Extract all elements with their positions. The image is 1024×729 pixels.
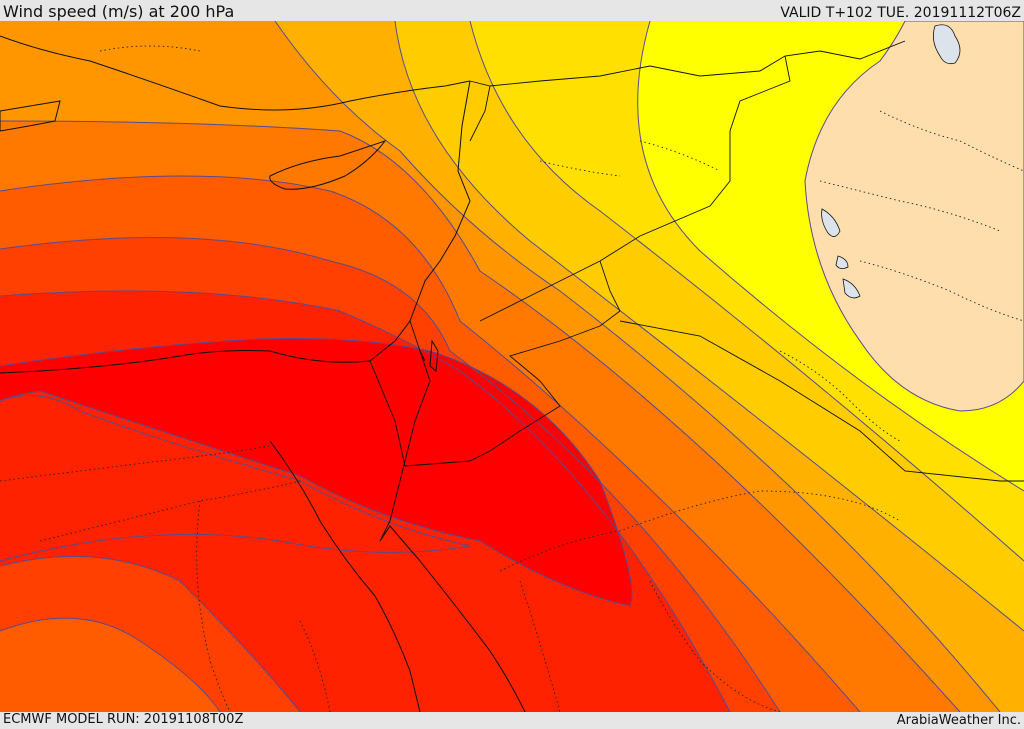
map-title: Wind speed (m/s) at 200 hPa [3,2,235,21]
masked-region [804,21,1024,412]
lake-milh [835,255,849,269]
lake-tharthar [821,208,841,237]
band-red-inner [0,395,470,561]
header-bar: Wind speed (m/s) at 200 hPa VALID T+102 … [0,0,1024,21]
isotach-contours [0,21,1024,712]
lake-razzaza [842,278,861,299]
band-red-core [0,338,632,606]
footer-bar: ECMWF MODEL RUN: 20191108T00Z ArabiaWeat… [0,712,1024,729]
province-borders [0,45,1024,712]
band-dark-orange-sw [0,618,220,712]
lake-urmia [932,24,961,65]
model-run: ECMWF MODEL RUN: 20191108T00Z [3,712,244,727]
coastlines [0,35,526,712]
valid-time: VALID T+102 TUE. 20191112T06Z [780,5,1021,21]
wind-speed-map[interactable] [0,21,1024,712]
map-canvas [0,21,1024,712]
country-borders [369,40,1024,482]
credit: ArabiaWeather Inc. [896,713,1021,728]
